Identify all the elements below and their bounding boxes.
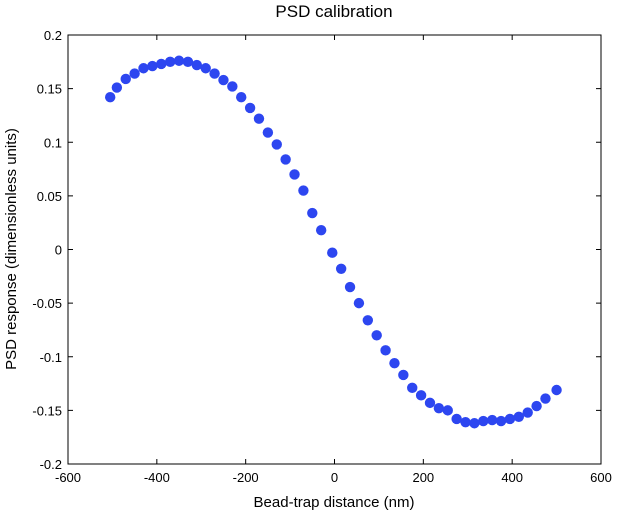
data-point — [173, 55, 185, 66]
data-point — [120, 73, 131, 85]
data-point — [111, 82, 123, 93]
data-point — [147, 60, 158, 72]
data-point — [486, 414, 498, 426]
data-point — [415, 390, 427, 401]
data-point — [200, 63, 211, 74]
data-point — [182, 56, 194, 68]
data-point — [478, 415, 489, 427]
x-tick-label: 200 — [412, 470, 434, 485]
data-point — [164, 56, 176, 68]
data-point — [253, 113, 265, 124]
data-point — [522, 407, 533, 418]
data-point — [540, 393, 551, 404]
data-point — [244, 102, 256, 114]
y-tick-label: 0.15 — [37, 82, 62, 97]
data-point — [138, 63, 149, 74]
data-point — [315, 224, 327, 236]
data-point — [433, 403, 445, 414]
data-point — [389, 357, 400, 369]
data-point — [289, 169, 300, 180]
data-point — [451, 413, 462, 425]
data-point — [218, 74, 229, 86]
y-tick-label: -0.05 — [32, 296, 62, 311]
data-point — [398, 369, 409, 381]
data-point — [191, 59, 203, 71]
y-tick-label: 0.05 — [37, 189, 62, 204]
data-point — [460, 416, 471, 428]
data-point — [362, 315, 374, 326]
data-point — [280, 154, 291, 165]
data-point — [495, 415, 507, 427]
data-point — [442, 405, 453, 416]
data-point — [335, 263, 347, 275]
x-tick-label: 600 — [590, 470, 612, 485]
y-tick-label: 0.2 — [44, 28, 62, 43]
data-point — [271, 139, 282, 150]
data-point — [298, 185, 309, 196]
data-point — [209, 68, 220, 79]
data-point — [424, 397, 436, 409]
x-tick-label: 0 — [331, 470, 338, 485]
x-tick-label: -400 — [144, 470, 170, 485]
x-tick-label: 400 — [501, 470, 523, 485]
chart-title: PSD calibration — [275, 2, 392, 21]
data-point — [513, 411, 525, 423]
data-point — [353, 297, 365, 309]
tick-labels: -600 -400 -200 0 200 400 600 -0.2 -0.15 -0.1 -0.05… — [32, 28, 611, 485]
data-point — [407, 382, 418, 394]
x-axis-label: Bead-trap distance (nm) — [254, 494, 415, 511]
data-point — [380, 345, 391, 356]
data-point — [307, 207, 318, 219]
data-series — [104, 55, 562, 429]
data-point — [371, 330, 382, 341]
x-tick-label: -600 — [55, 470, 81, 485]
data-point — [531, 400, 542, 412]
data-point — [236, 92, 247, 103]
y-tick-label: -0.15 — [32, 403, 62, 418]
x-tick-label: -200 — [233, 470, 259, 485]
y-tick-label: 0 — [55, 243, 62, 258]
data-point — [551, 384, 562, 396]
data-point — [156, 58, 167, 70]
y-tick-label: 0.1 — [44, 135, 62, 150]
data-point — [129, 68, 140, 79]
y-tick-label: -0.2 — [40, 457, 62, 472]
data-point — [262, 127, 274, 138]
y-axis-label: PSD response (dimensionless units) — [3, 128, 20, 370]
y-tick-label: -0.1 — [40, 350, 62, 365]
data-point — [344, 281, 356, 293]
data-point — [504, 413, 516, 425]
data-point — [327, 247, 338, 258]
data-point — [227, 81, 238, 92]
data-point — [104, 92, 116, 103]
data-point — [469, 418, 480, 429]
axis-ticks — [67, 34, 602, 465]
